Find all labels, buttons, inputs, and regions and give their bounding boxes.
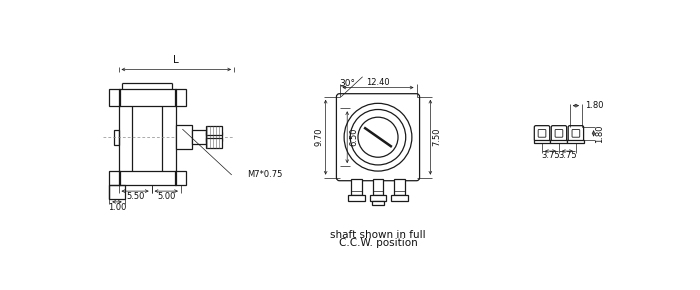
Text: 6.50: 6.50 bbox=[349, 128, 358, 146]
Circle shape bbox=[344, 103, 412, 171]
Bar bbox=[109, 171, 120, 185]
Text: L: L bbox=[174, 55, 179, 65]
Text: 5.50: 5.50 bbox=[126, 192, 144, 201]
FancyBboxPatch shape bbox=[568, 126, 584, 141]
Bar bbox=[351, 179, 362, 195]
FancyBboxPatch shape bbox=[555, 130, 563, 137]
Bar bbox=[370, 195, 386, 201]
Text: 5.00: 5.00 bbox=[157, 192, 176, 201]
Bar bbox=[206, 138, 223, 148]
FancyBboxPatch shape bbox=[534, 126, 550, 141]
Bar bbox=[348, 195, 365, 201]
Bar bbox=[533, 139, 550, 143]
Bar bbox=[109, 185, 125, 199]
Text: 9.70: 9.70 bbox=[315, 128, 324, 146]
Text: M7*0.75: M7*0.75 bbox=[247, 171, 283, 180]
Bar bbox=[372, 201, 384, 205]
Circle shape bbox=[358, 117, 398, 157]
Text: 7.50: 7.50 bbox=[432, 128, 441, 146]
FancyBboxPatch shape bbox=[337, 94, 419, 181]
Text: shaft shown in full: shaft shown in full bbox=[330, 230, 426, 240]
FancyBboxPatch shape bbox=[572, 130, 580, 137]
Text: 1.80: 1.80 bbox=[585, 101, 603, 110]
Bar bbox=[176, 124, 192, 149]
Bar bbox=[394, 179, 405, 195]
Bar bbox=[568, 139, 584, 143]
Text: 30°: 30° bbox=[340, 79, 356, 88]
Text: C.C.W. position: C.C.W. position bbox=[339, 238, 417, 249]
Bar bbox=[118, 89, 176, 185]
FancyBboxPatch shape bbox=[552, 126, 567, 141]
Text: 1.00: 1.00 bbox=[108, 203, 126, 212]
FancyBboxPatch shape bbox=[538, 130, 546, 137]
Bar bbox=[206, 126, 223, 135]
Bar bbox=[175, 171, 186, 185]
Bar bbox=[550, 139, 568, 143]
Bar bbox=[109, 89, 120, 106]
Text: 3.75: 3.75 bbox=[558, 151, 577, 160]
Bar bbox=[192, 130, 206, 144]
Bar bbox=[372, 179, 384, 195]
Bar bbox=[175, 89, 186, 106]
Text: 3.75: 3.75 bbox=[541, 151, 560, 160]
Text: 1.80: 1.80 bbox=[595, 124, 604, 143]
Bar bbox=[206, 132, 223, 142]
Text: 12.40: 12.40 bbox=[366, 78, 390, 87]
Circle shape bbox=[350, 110, 406, 165]
Bar bbox=[114, 130, 118, 145]
Bar bbox=[391, 195, 408, 201]
